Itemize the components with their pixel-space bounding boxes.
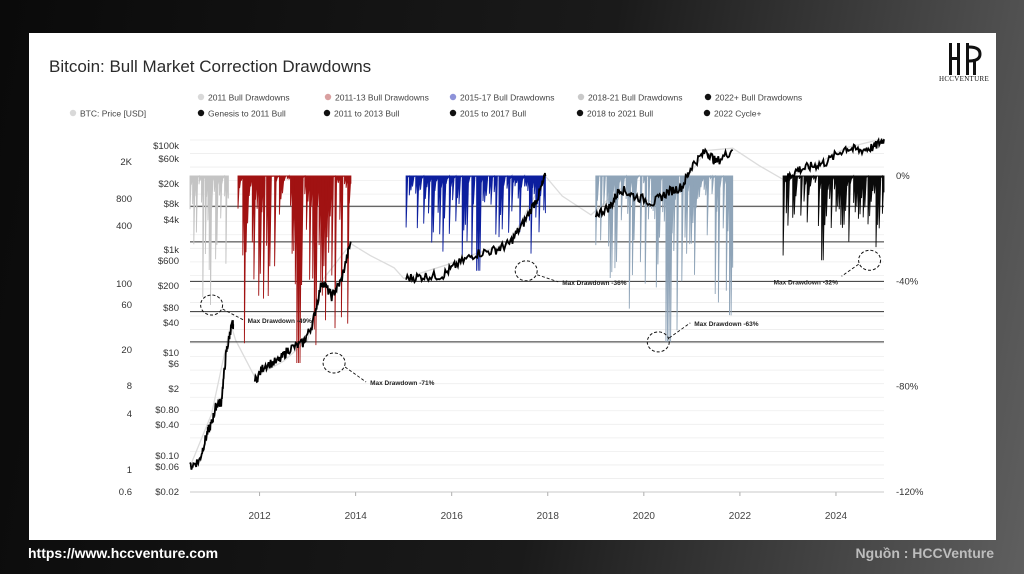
legend-marker	[69, 109, 77, 117]
x-axis-tick-label: 2014	[345, 511, 368, 522]
price-axis-tick-label: $6	[168, 359, 179, 370]
drawdown-axis-tick-label: -80%	[896, 382, 919, 393]
price-segment-line	[784, 136, 885, 183]
drawdown-area	[595, 174, 734, 342]
legend-marker	[449, 109, 457, 117]
annotation-label: Max Drawdown -63%	[694, 321, 759, 328]
annotation-arrow	[344, 366, 367, 383]
price-axis-tick-label: $8k	[164, 199, 180, 210]
legend-marker	[704, 93, 712, 101]
annotation-label: Max Drawdown -71%	[370, 380, 435, 387]
legend-marker	[576, 109, 584, 117]
x-axis-tick-label: 2024	[825, 511, 848, 522]
brand-logo: HCCVENTURE	[933, 41, 995, 97]
price-axis-tick-label: $60k	[158, 154, 179, 165]
legend-label: 2011 to 2013 Bull	[334, 109, 400, 119]
x-axis-tick-label: 2022	[729, 511, 752, 522]
annotation-label: Max Drawdown -36%	[562, 280, 627, 287]
price-axis-tick-label: $2	[168, 384, 179, 395]
annotation-arrow	[841, 263, 859, 277]
price-axis-tick-label: $80	[163, 303, 179, 314]
x-axis-tick-label: 2018	[537, 511, 560, 522]
drawdown-area	[237, 174, 352, 364]
left-axis-tick-label: 2K	[120, 157, 132, 168]
drawdown-area	[782, 174, 885, 261]
price-axis-tick-label: $4k	[164, 215, 180, 226]
price-segment-line	[405, 172, 547, 285]
price-axis-tick-label: $10	[163, 348, 179, 359]
left-axis-tick-label: 400	[116, 221, 132, 232]
left-axis-tick-label: 60	[121, 300, 132, 311]
legend-label: 2022+ Bull Drawdowns	[715, 93, 802, 103]
logo-text: HCCVENTURE	[938, 75, 990, 83]
legend-label: 2015 to 2017 Bull	[460, 109, 526, 119]
legend-marker	[197, 109, 205, 117]
legend-marker	[449, 93, 457, 101]
price-segment-line	[253, 241, 352, 384]
annotation-label: Max Drawdown -32%	[774, 279, 839, 286]
footer-url[interactable]: https://www.hccventure.com	[28, 545, 219, 561]
left-axis-tick-label: 20	[121, 345, 132, 356]
price-axis-tick-label: $1k	[164, 245, 180, 256]
left-axis-tick-label: 0.6	[119, 487, 132, 498]
left-axis-tick-label: 100	[116, 279, 132, 290]
legend-marker	[324, 93, 332, 101]
annotation-arrow	[222, 308, 244, 321]
legend-label: 2015-17 Bull Drawdowns	[460, 93, 555, 103]
price-axis-tick-label: $20k	[158, 179, 179, 190]
drawdown-marker-circle	[646, 331, 670, 353]
drawdown-axis-tick-label: -120%	[896, 487, 924, 498]
price-segment-line	[594, 147, 734, 219]
price-axis-tick-label: $0.80	[155, 405, 179, 416]
legend-label: BTC: Price [USD]	[80, 109, 146, 119]
price-axis-tick-label: $100k	[153, 141, 179, 152]
annotation-arrow	[537, 274, 559, 283]
chart-title: Bitcoin: Bull Market Correction Drawdown…	[49, 57, 372, 76]
legend-label: 2022 Cycle+	[714, 109, 762, 119]
x-axis-tick-label: 2016	[441, 511, 464, 522]
legend-marker	[323, 109, 331, 117]
price-axis-tick-label: $200	[158, 281, 179, 292]
left-axis-tick-label: 4	[127, 409, 132, 420]
chart-card: Bitcoin: Bull Market Correction Drawdown…	[29, 33, 996, 540]
legend-marker	[577, 93, 585, 101]
price-axis-tick-label: $0.02	[155, 487, 179, 498]
legend-label: 2011 Bull Drawdowns	[208, 93, 290, 103]
price-axis-tick-label: $0.40	[155, 420, 179, 431]
drawdown-marker-circle	[514, 260, 538, 282]
footer-source: Nguồn : HCCVenture	[855, 545, 994, 561]
drawdown-marker-circle	[322, 352, 346, 374]
left-axis-tick-label: 8	[127, 381, 132, 392]
drawdown-axis-tick-label: -40%	[896, 276, 919, 287]
legend-label: 2018 to 2021 Bull	[587, 109, 653, 119]
chart-area: 2011 Bull Drawdowns 2011-13 Bull Drawdown…	[69, 93, 924, 522]
drawdown-area	[189, 174, 229, 306]
price-segment-line	[189, 319, 235, 470]
price-axis-tick-label: $600	[158, 256, 179, 267]
annotation-label: Max Drawdown -49%	[248, 318, 313, 325]
price-axis-tick-label: $40	[163, 318, 179, 329]
x-axis-tick-label: 2020	[633, 511, 656, 522]
price-axis-tick-label: $0.06	[155, 462, 179, 473]
drawdown-marker-circle	[858, 249, 882, 271]
legend-label: 2011-13 Bull Drawdowns	[335, 93, 429, 103]
legend-marker	[197, 93, 205, 101]
x-axis-tick-label: 2012	[249, 511, 272, 522]
drawdown-marker-circle	[200, 294, 224, 316]
annotation-arrow	[669, 322, 691, 339]
drawdown-axis-tick-label: 0%	[896, 171, 910, 182]
legend-marker	[703, 109, 711, 117]
hcc-logo-icon	[949, 43, 982, 75]
price-axis-tick-label: $0.10	[155, 451, 179, 462]
legend-label: Genesis to 2011 Bull	[208, 109, 286, 119]
drawdown-area	[405, 174, 546, 271]
left-axis-tick-label: 1	[127, 465, 132, 476]
legend-label: 2018-21 Bull Drawdowns	[588, 93, 683, 103]
left-axis-tick-label: 800	[116, 194, 132, 205]
